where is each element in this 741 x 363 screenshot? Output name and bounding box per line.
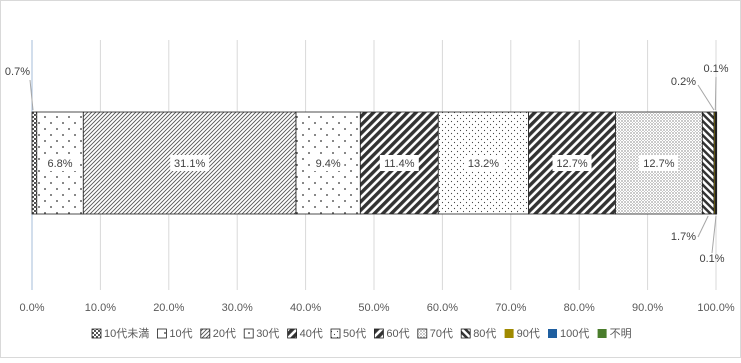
leader-line — [29, 79, 34, 111]
x-tick-label: 10.0% — [85, 302, 116, 314]
x-tick-label: 60.0% — [427, 302, 458, 314]
legend-label: 100代 — [560, 327, 589, 340]
x-tick-label: 100.0% — [697, 302, 735, 314]
data-label: 31.1% — [174, 158, 205, 170]
leader-line — [714, 76, 717, 111]
x-axis-tick-labels: 0.0% 10.0% 20.0% 30.0% 40.0% 50.0% 60.0% 70.0% 8… — [19, 302, 734, 314]
data-label-bg — [639, 155, 679, 171]
x-tick-label: 20.0% — [153, 302, 184, 314]
legend-swatch — [597, 329, 607, 338]
legend-label: 30代 — [256, 327, 279, 340]
legend-swatch — [243, 328, 254, 339]
data-label: 12.7% — [643, 158, 674, 170]
x-tick-label: 80.0% — [564, 302, 595, 314]
data-label: 9.4% — [316, 158, 341, 170]
data-label-bg — [170, 155, 210, 171]
legend-label: 40代 — [300, 327, 323, 340]
legend: 10代未満 10代 20代 30代 40代 50代 60代 70代 80代 90代 100代 不明 — [91, 327, 632, 340]
legend-label: 不明 — [610, 327, 632, 340]
x-tick-label: 70.0% — [495, 302, 526, 314]
data-label-bg — [379, 155, 419, 171]
legend-swatch — [504, 329, 514, 338]
legend-swatch — [91, 328, 102, 339]
legend-swatch — [460, 328, 471, 339]
data-label-bg — [552, 155, 592, 171]
data-label: 11.4% — [384, 158, 415, 170]
legend-label: 80代 — [473, 327, 496, 340]
data-labels: 0.7% 6.8% 31.1% 9.4% 11.4% 13.2% 12.7% 12.7% 1.7… — [5, 63, 729, 265]
x-tick-label: 90.0% — [632, 302, 663, 314]
legend-swatch — [373, 328, 384, 339]
leader-line — [697, 215, 709, 238]
bar-segment — [715, 111, 718, 215]
data-label: 1.7% — [671, 231, 696, 243]
legend-swatch — [156, 328, 167, 339]
legend-swatch — [548, 329, 557, 338]
legend-label: 60代 — [386, 327, 409, 340]
data-label-bg — [43, 155, 77, 171]
data-label: 6.8% — [48, 158, 73, 170]
legend-label: 50代 — [343, 327, 366, 340]
bar-segment — [701, 111, 715, 215]
legend-label: 20代 — [213, 327, 236, 340]
x-tick-label: 50.0% — [358, 302, 389, 314]
legend-label: 70代 — [430, 327, 453, 340]
data-label-bg — [463, 155, 503, 171]
legend-swatch — [287, 328, 298, 339]
x-tick-label: 30.0% — [222, 302, 253, 314]
x-tick-label: 40.0% — [290, 302, 321, 314]
legend-label: 90代 — [517, 327, 540, 340]
data-label: 0.2% — [671, 76, 696, 88]
data-label: 12.7% — [556, 158, 587, 170]
legend-label: 10代未満 — [104, 327, 149, 340]
data-label: 0.1% — [699, 253, 724, 265]
legend-swatch — [200, 328, 211, 339]
leader-line — [697, 84, 715, 111]
leader-line — [711, 215, 717, 254]
legend-label: 10代 — [169, 327, 192, 340]
bar-segments — [31, 111, 718, 215]
legend-swatch — [417, 328, 428, 339]
data-label: 0.1% — [703, 63, 728, 75]
legend-swatch — [330, 328, 341, 339]
data-label-bg — [311, 155, 345, 171]
x-tick-label: 0.0% — [19, 302, 44, 314]
bar-segment — [31, 111, 38, 215]
data-label: 0.7% — [5, 66, 30, 78]
data-label: 13.2% — [468, 158, 499, 170]
